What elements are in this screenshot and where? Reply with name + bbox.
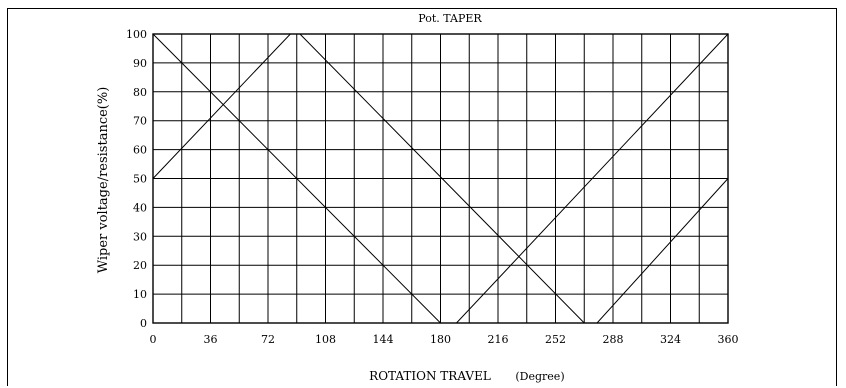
- x-tick-label: 144: [373, 333, 394, 346]
- y-tick-label: 70: [133, 115, 147, 128]
- y-tick-label: 80: [133, 86, 147, 99]
- x-tick-label: 36: [204, 333, 218, 346]
- x-tick-label: 0: [150, 333, 157, 346]
- y-tick-label: 90: [133, 57, 147, 70]
- grid: [152, 33, 729, 324]
- x-tick-label: 72: [261, 333, 275, 346]
- series-line-1: [152, 33, 729, 324]
- tick-labels: 0 36 72 108 144 180 216 252 288 324 360 0 10 20 30 40 50…: [126, 28, 739, 346]
- chart-title: Pot. TAPER: [418, 12, 482, 25]
- y-tick-label: 20: [133, 259, 147, 272]
- y-tick-label: 30: [133, 230, 147, 243]
- x-tick-label: 216: [488, 333, 509, 346]
- x-tick-label: 288: [603, 333, 624, 346]
- y-axis-label: Wiper voltage/resistance(%): [96, 87, 111, 274]
- chart-frame: [7, 8, 837, 386]
- x-tick-label: 324: [660, 333, 681, 346]
- y-tick-label: 40: [133, 201, 147, 214]
- series-lines: [152, 33, 729, 324]
- y-tick-label: 10: [133, 288, 147, 301]
- x-axis-label: ROTATION TRAVEL: [369, 369, 491, 383]
- x-tick-label: 252: [545, 333, 566, 346]
- y-tick-label: 100: [126, 28, 147, 41]
- y-tick-label: 50: [133, 173, 147, 186]
- series-line-2: [152, 33, 729, 324]
- x-tick-label: 360: [718, 333, 739, 346]
- x-tick-label: 108: [315, 333, 336, 346]
- x-axis-unit: (Degree): [515, 370, 564, 383]
- y-tick-label: 60: [133, 144, 147, 157]
- x-tick-label: 180: [430, 333, 451, 346]
- y-tick-label: 0: [140, 317, 147, 330]
